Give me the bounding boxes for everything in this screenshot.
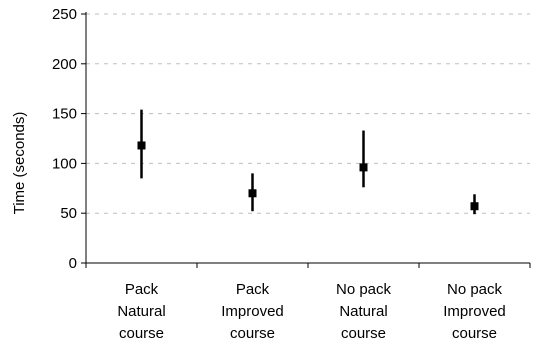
data-series [137, 109, 479, 215]
data-point [137, 141, 146, 150]
x-category-label-line: No pack [447, 281, 503, 298]
x-category-label-line: course [452, 325, 497, 342]
y-tick-label: 50 [60, 205, 77, 222]
gridlines [86, 13, 530, 214]
x-category-label: Pack Improved course [221, 281, 284, 342]
x-category-label-line: Improved [443, 303, 506, 320]
data-point [470, 202, 479, 211]
data-point [248, 189, 257, 198]
x-category-label-line: Pack [125, 281, 159, 298]
x-category-label-line: Natural [339, 303, 387, 320]
y-tick-label: 250 [52, 6, 77, 23]
y-tick-label: 100 [52, 155, 77, 172]
x-category-label-line: No pack [336, 281, 392, 298]
y-axis-title: Time (seconds) [11, 112, 28, 215]
x-category-label-line: Improved [221, 303, 284, 320]
y-tick-label: 200 [52, 56, 77, 73]
data-point [359, 163, 368, 172]
y-tick-labels: 0 50 100 150 200 250 [52, 6, 77, 272]
y-tick-label: 150 [52, 106, 77, 123]
x-category-label: No pack Natural course [336, 281, 392, 342]
x-category-label-line: course [119, 325, 164, 342]
x-category-label-line: course [341, 325, 386, 342]
x-category-label-line: Pack [236, 281, 270, 298]
x-category-label-line: course [230, 325, 275, 342]
axes [81, 12, 531, 268]
y-tick-label: 0 [69, 255, 77, 272]
x-category-label: No pack Improved course [443, 281, 506, 342]
x-category-label-line: Natural [117, 303, 165, 320]
x-category-label: Pack Natural course [117, 281, 165, 342]
